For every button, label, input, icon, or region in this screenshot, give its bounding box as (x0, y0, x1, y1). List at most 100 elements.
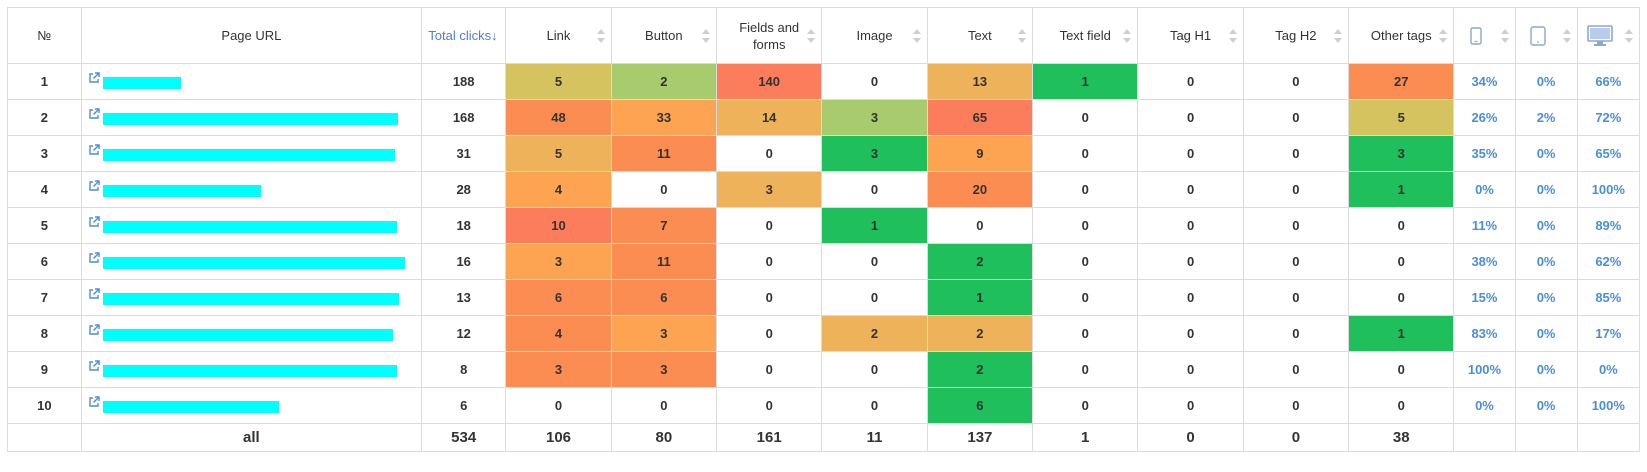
sort-icon[interactable] (1018, 28, 1027, 43)
cell-textfield: 0 (1032, 387, 1139, 424)
cell-url[interactable] (80, 135, 423, 172)
redacted-url[interactable] (102, 149, 395, 161)
cell-textfield: 0 (1032, 351, 1139, 388)
sort-icon[interactable] (912, 28, 921, 43)
cell-fields: 14 (716, 99, 823, 136)
col-header-h2[interactable]: Tag H2 (1242, 7, 1350, 64)
external-link-icon[interactable] (88, 72, 100, 89)
col-header-textfield[interactable]: Text field (1032, 7, 1139, 64)
redacted-url[interactable] (102, 257, 405, 269)
external-link-icon[interactable] (88, 252, 100, 269)
cell-tablet: 0% (1514, 171, 1578, 208)
cell-url[interactable] (80, 171, 423, 208)
sort-icon[interactable] (1334, 28, 1343, 43)
cell-total: 18 (421, 207, 507, 244)
cell-h2: 0 (1242, 171, 1350, 208)
cell-url[interactable] (80, 207, 423, 244)
cell-desktop: 65% (1576, 135, 1641, 172)
cell-link: 4 (505, 171, 612, 208)
cell-mobile: 0% (1453, 171, 1516, 208)
cell-other: 3 (1348, 135, 1455, 172)
cell-textfield: 0 (1032, 135, 1139, 172)
redacted-url[interactable] (102, 185, 261, 197)
col-header-num: № (7, 7, 82, 64)
cell-total: 12 (421, 315, 507, 352)
cell-tablet: 0% (1514, 315, 1578, 352)
external-link-icon[interactable] (88, 216, 100, 233)
cell-link: 5 (505, 63, 612, 100)
sort-icon[interactable] (1562, 28, 1571, 43)
sort-icon[interactable] (807, 28, 816, 43)
redacted-url[interactable] (102, 77, 181, 89)
col-header-other[interactable]: Other tags (1348, 7, 1455, 64)
cell-image: 1 (821, 207, 928, 244)
total-h2: 0 (1242, 423, 1350, 452)
cell-h1: 0 (1137, 99, 1244, 136)
cell-h2: 0 (1242, 207, 1350, 244)
cell-other: 1 (1348, 171, 1455, 208)
col-header-label: Text (967, 28, 992, 43)
cell-fields: 0 (716, 315, 823, 352)
cell-h1: 0 (1137, 243, 1244, 280)
redacted-url[interactable] (102, 401, 279, 413)
cell-link: 3 (505, 351, 612, 388)
external-link-icon[interactable] (88, 288, 100, 305)
redacted-url[interactable] (102, 329, 393, 341)
redacted-url[interactable] (102, 293, 399, 305)
cell-url[interactable] (80, 63, 423, 100)
cell-total: 13 (421, 279, 507, 316)
sort-icon[interactable] (1439, 28, 1448, 43)
external-link-icon[interactable] (88, 180, 100, 197)
sort-desc-icon[interactable]: ↓ (491, 27, 498, 43)
col-header-link[interactable]: Link (505, 7, 612, 64)
external-link-icon[interactable] (88, 108, 100, 125)
cell-url[interactable] (80, 99, 423, 136)
external-link-icon[interactable] (88, 324, 100, 341)
cell-image: 0 (821, 387, 928, 424)
redacted-url[interactable] (102, 113, 398, 125)
total-fields: 161 (716, 423, 823, 452)
redacted-url[interactable] (102, 365, 397, 377)
col-header-tablet[interactable] (1514, 7, 1578, 64)
col-header-desktop[interactable] (1576, 7, 1641, 64)
redacted-url[interactable] (102, 221, 397, 233)
external-link-icon[interactable] (88, 396, 100, 413)
col-header-button[interactable]: Button (610, 7, 718, 64)
table-row: 2 168 48 33 14 3 65 0 0 0 5 26% 2% 72% (7, 99, 1641, 136)
col-header-label: № (37, 28, 52, 43)
cell-url[interactable] (80, 243, 423, 280)
sort-icon[interactable] (1228, 28, 1237, 43)
external-link-icon[interactable] (88, 144, 100, 161)
col-header-text[interactable]: Text (926, 7, 1034, 64)
col-header-fields[interactable]: Fields and forms (716, 7, 823, 64)
cell-button: 0 (610, 387, 718, 424)
cell-button: 3 (610, 315, 718, 352)
cell-h1: 0 (1137, 387, 1244, 424)
cell-total: 28 (421, 171, 507, 208)
cell-tablet: 0% (1514, 135, 1578, 172)
cell-num: 3 (7, 135, 82, 172)
col-header-label: Button (645, 28, 683, 43)
cell-other: 0 (1348, 387, 1455, 424)
cell-link: 4 (505, 315, 612, 352)
sort-icon[interactable] (596, 28, 605, 43)
total-text: 137 (926, 423, 1034, 452)
sort-icon[interactable] (702, 28, 711, 43)
cell-url[interactable] (80, 351, 423, 388)
sort-icon[interactable] (1500, 28, 1509, 43)
col-header-label: Tag H1 (1169, 28, 1212, 43)
external-link-icon[interactable] (88, 360, 100, 377)
col-header-image[interactable]: Image (821, 7, 928, 64)
col-header-mobile[interactable] (1453, 7, 1516, 64)
cell-url[interactable] (80, 279, 423, 316)
sort-icon[interactable] (1625, 28, 1633, 43)
col-header-h1[interactable]: Tag H1 (1137, 7, 1244, 64)
table-row: 8 12 4 3 0 2 2 0 0 0 1 83% 0% 17% (7, 315, 1641, 352)
total-other: 38 (1348, 423, 1455, 452)
col-header-total[interactable]: Total clicks ↓ (421, 7, 507, 64)
cell-link: 0 (505, 387, 612, 424)
sort-icon[interactable] (1123, 28, 1132, 43)
cell-url[interactable] (80, 387, 423, 424)
cell-tablet: 2% (1514, 99, 1578, 136)
cell-url[interactable] (80, 315, 423, 352)
